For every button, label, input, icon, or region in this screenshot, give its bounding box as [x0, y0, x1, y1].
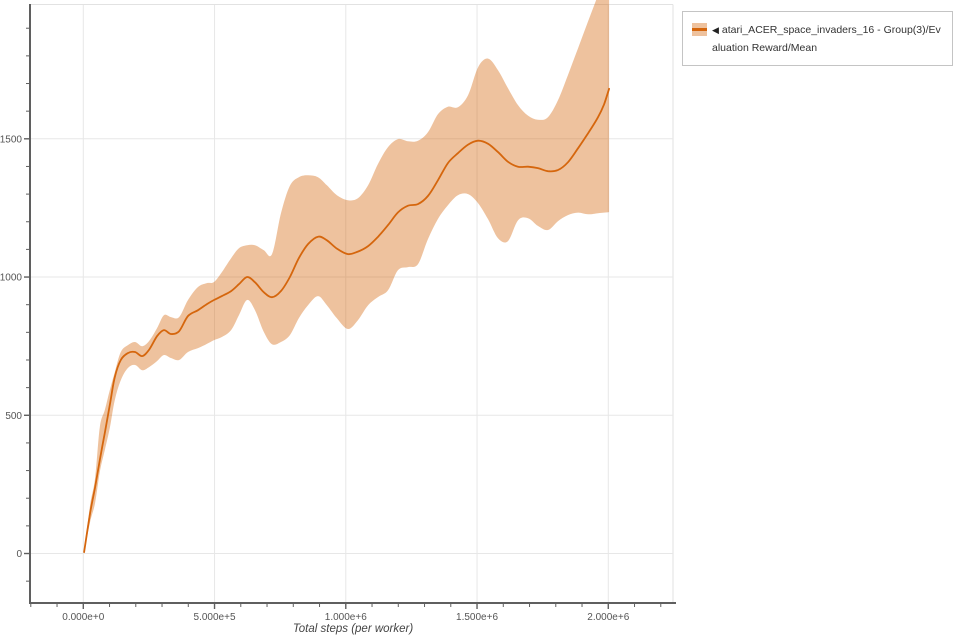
- series-swatch-icon: [692, 23, 707, 36]
- y-tick-label: 1500: [0, 134, 22, 145]
- x-tick-label: 5.000e+5: [194, 612, 236, 623]
- confidence-band: [84, 0, 610, 553]
- x-tick-label: 1.500e+6: [456, 612, 498, 623]
- x-tick-label: 0.000e+0: [62, 612, 104, 623]
- series-swatch-line: [692, 28, 707, 31]
- x-tick-label: 1.000e+6: [325, 612, 367, 623]
- collapse-triangle-icon[interactable]: ◀: [712, 25, 719, 35]
- legend-series-label: atari_ACER_space_invaders_16 - Group(3)/…: [712, 24, 941, 54]
- legend[interactable]: ◀ atari_ACER_space_invaders_16 - Group(3)…: [682, 11, 953, 66]
- y-tick-label: 500: [5, 411, 22, 422]
- mean-line: [83, 87, 610, 553]
- x-axis-label: Total steps (per worker): [292, 623, 414, 635]
- y-tick-label: 1000: [0, 273, 22, 284]
- x-tick-label: 2.000e+6: [587, 612, 629, 623]
- y-tick-label: 0: [16, 549, 22, 560]
